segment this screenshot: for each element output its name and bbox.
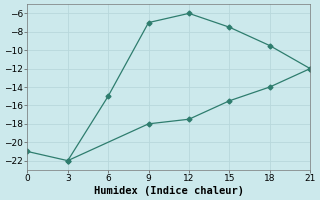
X-axis label: Humidex (Indice chaleur): Humidex (Indice chaleur) — [94, 186, 244, 196]
